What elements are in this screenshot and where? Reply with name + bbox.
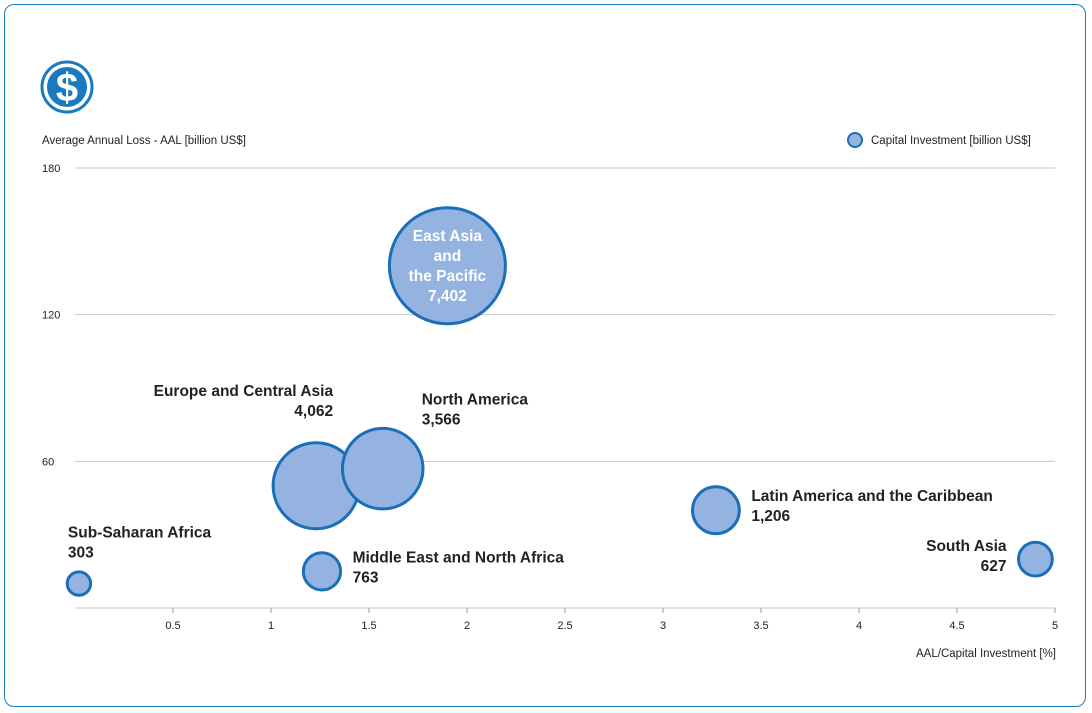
bubble-label-line: 3,566 (422, 412, 461, 429)
bubble-label: Europe and Central Asia 4,062 (154, 383, 334, 420)
legend-marker (847, 132, 863, 148)
x-tick-label: 5 (1052, 620, 1058, 632)
bubble-label-line: 4,062 (294, 403, 333, 420)
legend: Capital Investment [billion US$] (847, 132, 1031, 148)
bubble-label: Sub-Saharan Africa 303 (68, 525, 212, 562)
bubble-label-line: 7,402 (428, 288, 467, 305)
bubble-label-line: Middle East and North Africa (353, 549, 565, 566)
y-tick-label: 60 (42, 456, 54, 468)
bubble-label-line: and (434, 248, 462, 265)
bubble-label-line: Sub-Saharan Africa (68, 525, 212, 542)
x-tick-label: 3.5 (753, 620, 768, 632)
bubble-label: South Asia 627 (926, 538, 1007, 575)
chart-frame (4, 4, 1086, 707)
bubble-label: Latin America and the Caribbean 1,206 (751, 488, 992, 525)
bubble-label: North America 3,566 (422, 392, 529, 429)
bubble (65, 570, 93, 597)
y-tick-labels: 180 120 60 (42, 163, 60, 468)
x-tick-labels: 0.5 1 1.5 2 2.5 3 3.5 4 4.5 5 (165, 620, 1058, 632)
bubble-label-line: 303 (68, 545, 94, 562)
dollar-icon: $ (40, 60, 94, 114)
bubble-label: Middle East and North Africa 763 (353, 549, 565, 586)
x-tick-label: 4.5 (949, 620, 964, 632)
svg-text:$: $ (56, 66, 78, 110)
bubble (691, 485, 741, 536)
x-tick-label: 4 (856, 620, 862, 632)
bubble (387, 206, 507, 326)
y-axis-title: Average Annual Loss - AAL [billion US$] (42, 135, 246, 147)
x-tick-label: 0.5 (165, 620, 180, 632)
bubble-label-line: North America (422, 392, 529, 409)
bubble-label-line: the Pacific (409, 268, 487, 285)
legend-label: Capital Investment [billion US$] (871, 135, 1031, 147)
bubble-label-line: East Asia (413, 228, 483, 245)
x-tick-label: 2 (464, 620, 470, 632)
bubble-label-line: 763 (353, 569, 379, 586)
x-tick-label: 2.5 (557, 620, 572, 632)
x-axis-title: AAL/Capital Investment [%] (916, 648, 1056, 660)
x-tick-label: 3 (660, 620, 666, 632)
bubble-labels: East Asia and the Pacific 7,402 Europe and C… (68, 228, 1007, 587)
bubble (301, 551, 343, 592)
bubble-label-line: 1,206 (751, 508, 790, 525)
bubble (1017, 540, 1054, 578)
bubble-label-line: Latin America and the Caribbean (751, 488, 992, 505)
y-tick-label: 120 (42, 310, 60, 322)
y-tick-label: 180 (42, 163, 60, 175)
bubble-label-line: 627 (981, 558, 1007, 575)
bubble (340, 426, 425, 511)
x-tick-label: 1 (268, 620, 274, 632)
bubble-label-line: South Asia (926, 538, 1007, 555)
x-tick-label: 1.5 (361, 620, 376, 632)
bubbles (65, 206, 1054, 597)
bubble-label: East Asia and the Pacific 7,402 (409, 228, 487, 305)
gridlines (75, 167, 1056, 613)
bubble-label-line: Europe and Central Asia (154, 383, 334, 400)
